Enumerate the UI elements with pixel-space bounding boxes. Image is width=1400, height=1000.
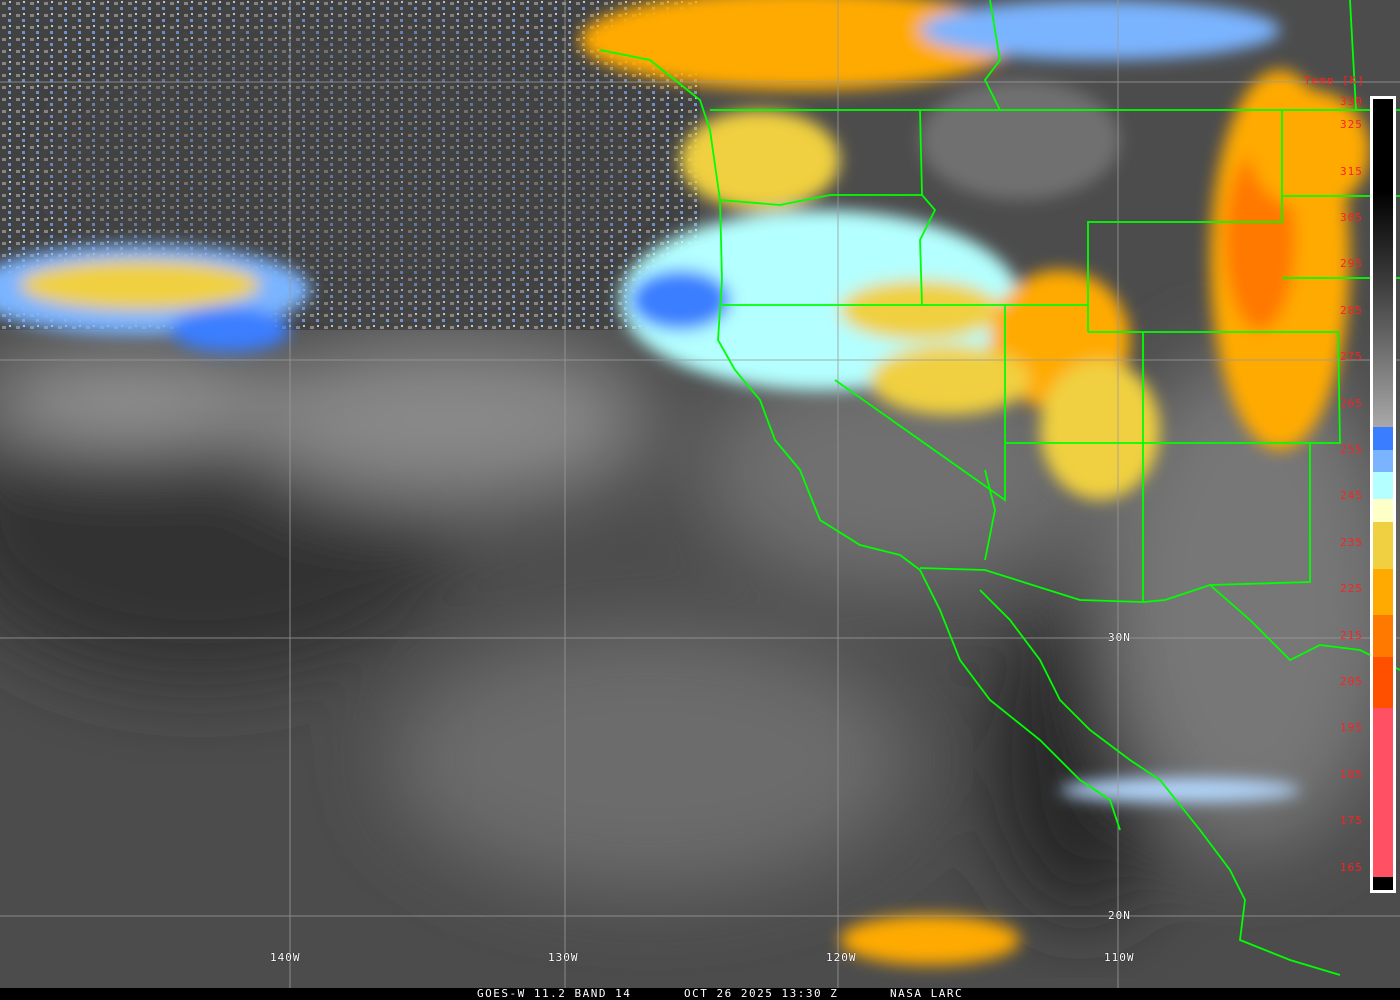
caption-bar: GOES-W 11.2 BAND 14 OCT 26 2025 13:30 Z … bbox=[0, 988, 1400, 1000]
temperature-colorbar bbox=[1370, 96, 1396, 893]
colorbar-black-end bbox=[1373, 877, 1393, 890]
lon-label-140w: 140W bbox=[270, 951, 301, 964]
colorbar-tick-label: 185 bbox=[1340, 767, 1363, 781]
colorbar-tick-label: 295 bbox=[1340, 257, 1363, 271]
baja-gulf-coast bbox=[979, 589, 1341, 976]
mainland-mexico-coast bbox=[1209, 584, 1400, 671]
lat-label-20n: 20N bbox=[1108, 909, 1131, 922]
cold-cloud-bands bbox=[0, 0, 1370, 965]
colorbar-light-blue bbox=[1373, 450, 1393, 472]
caption-credit: NASA LARC bbox=[890, 987, 964, 1000]
colorbar-tick-label: 245 bbox=[1340, 489, 1363, 503]
colorbar-tick-label: 205 bbox=[1340, 675, 1363, 688]
colorbar-tick-label: 225 bbox=[1340, 582, 1363, 596]
caption-satellite: GOES-W 11.2 BAND 14 bbox=[477, 987, 632, 1000]
colorbar-tick-label: 285 bbox=[1340, 303, 1363, 317]
colorbar-pink bbox=[1373, 708, 1393, 877]
colorbar-tick-label: 325 bbox=[1340, 118, 1363, 132]
colorbar-pale-yellow bbox=[1373, 499, 1393, 522]
caption-datetime: OCT 26 2025 13:30 Z bbox=[684, 987, 839, 1000]
lon-label-130w: 130W bbox=[548, 951, 579, 964]
colorbar-blue bbox=[1373, 427, 1393, 450]
colorbar-tick-label: 275 bbox=[1340, 350, 1363, 364]
colorbar-tick-label: 175 bbox=[1340, 814, 1363, 828]
colorbar-tick-label: 330 bbox=[1340, 95, 1363, 108]
colorbar-tick-label: 235 bbox=[1340, 535, 1363, 549]
colorbar-tick-label: 305 bbox=[1340, 211, 1363, 224]
colorbar-orange bbox=[1373, 615, 1393, 657]
coastline bbox=[599, 49, 1121, 831]
colorbar-tick-label: 165 bbox=[1340, 860, 1363, 874]
lon-label-110w: 110W bbox=[1104, 951, 1135, 964]
colorbar-tick-label: 215 bbox=[1340, 628, 1363, 642]
colorbar-red-orange bbox=[1373, 657, 1393, 708]
colorbar-yellow bbox=[1373, 522, 1393, 569]
colorbar-tick-label: 315 bbox=[1340, 164, 1363, 178]
lat-label-30n: 30N bbox=[1108, 631, 1131, 644]
colorbar-pale-cyan bbox=[1373, 472, 1393, 499]
cloud-field-gray bbox=[0, 340, 1400, 920]
colorbar-tick-label: 265 bbox=[1340, 396, 1363, 410]
colorbar-tick-label: 195 bbox=[1340, 721, 1363, 735]
colorbar-amber bbox=[1373, 569, 1393, 615]
lon-label-120w: 120W bbox=[826, 951, 857, 964]
colorbar-gray-ramp bbox=[1373, 99, 1393, 427]
colorbar-title: Temp [K] bbox=[1304, 74, 1365, 87]
colorbar-tick-label: 255 bbox=[1340, 443, 1363, 456]
